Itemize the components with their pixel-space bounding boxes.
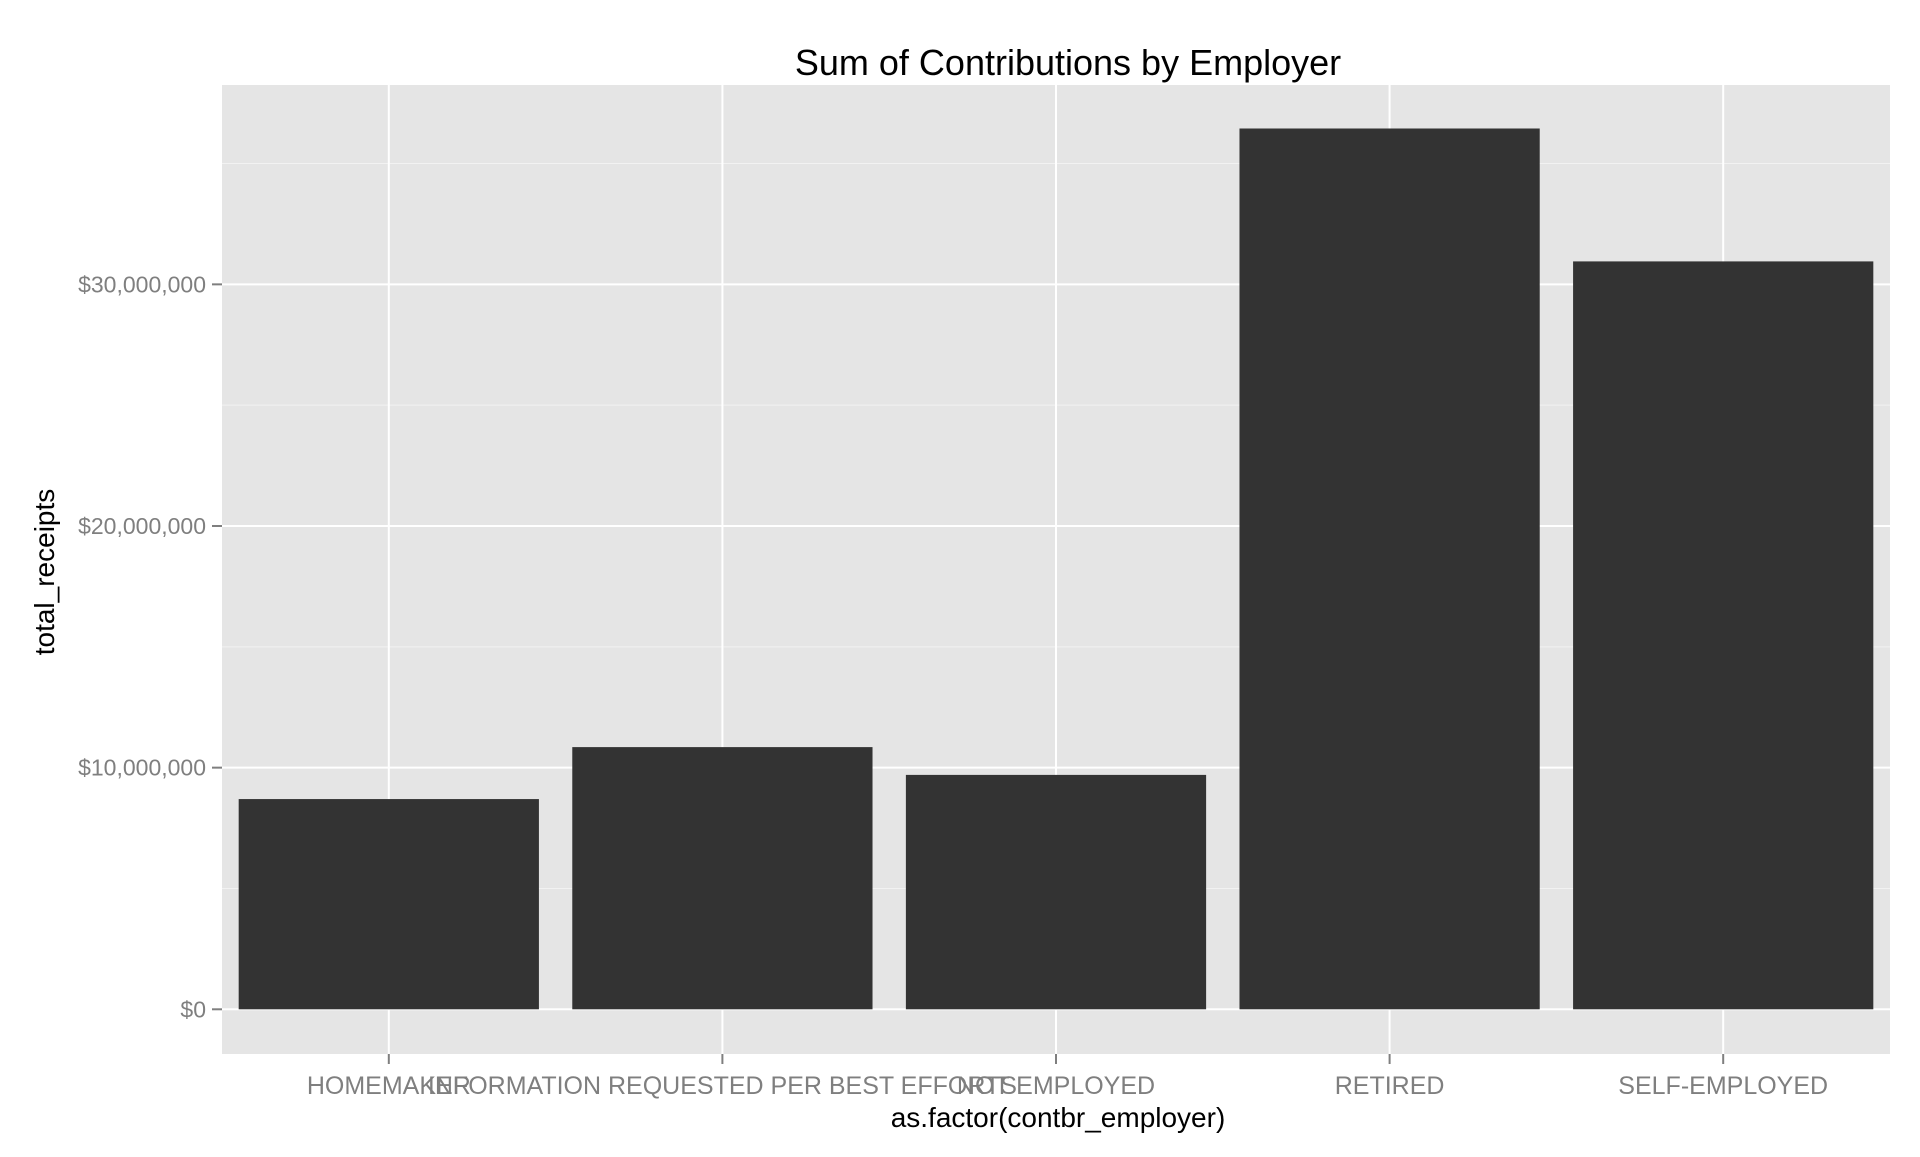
y-tick-label: $20,000,000 [78, 513, 206, 539]
y-axis: $0 $10,000,000 $20,000,000 $30,000,000 [78, 271, 222, 1022]
x-tick-label: RETIRED [1335, 1072, 1445, 1100]
y-tick-label: $30,000,000 [78, 271, 206, 297]
bar [572, 747, 873, 1010]
x-tick-label: HOMEMAKER [307, 1072, 471, 1100]
x-tick-label: SELF-EMPLOYED [1618, 1072, 1828, 1100]
y-tick-label: $0 [180, 996, 206, 1022]
chart-title: Sum of Contributions by Employer [795, 42, 1341, 83]
x-axis-label: as.factor(contbr_employer) [891, 1102, 1226, 1133]
x-tick-label: NOT EMPLOYED [957, 1072, 1155, 1100]
y-tick-label: $10,000,000 [78, 755, 206, 781]
x-tick-label: INFORMATION REQUESTED PER BEST EFFORTS [428, 1072, 1017, 1100]
bar [238, 799, 539, 1010]
bar [905, 774, 1207, 1010]
y-axis-label: total_receipts [29, 489, 60, 656]
bar [1573, 261, 1874, 1010]
bars [238, 128, 1874, 1010]
bar [1239, 128, 1540, 1010]
